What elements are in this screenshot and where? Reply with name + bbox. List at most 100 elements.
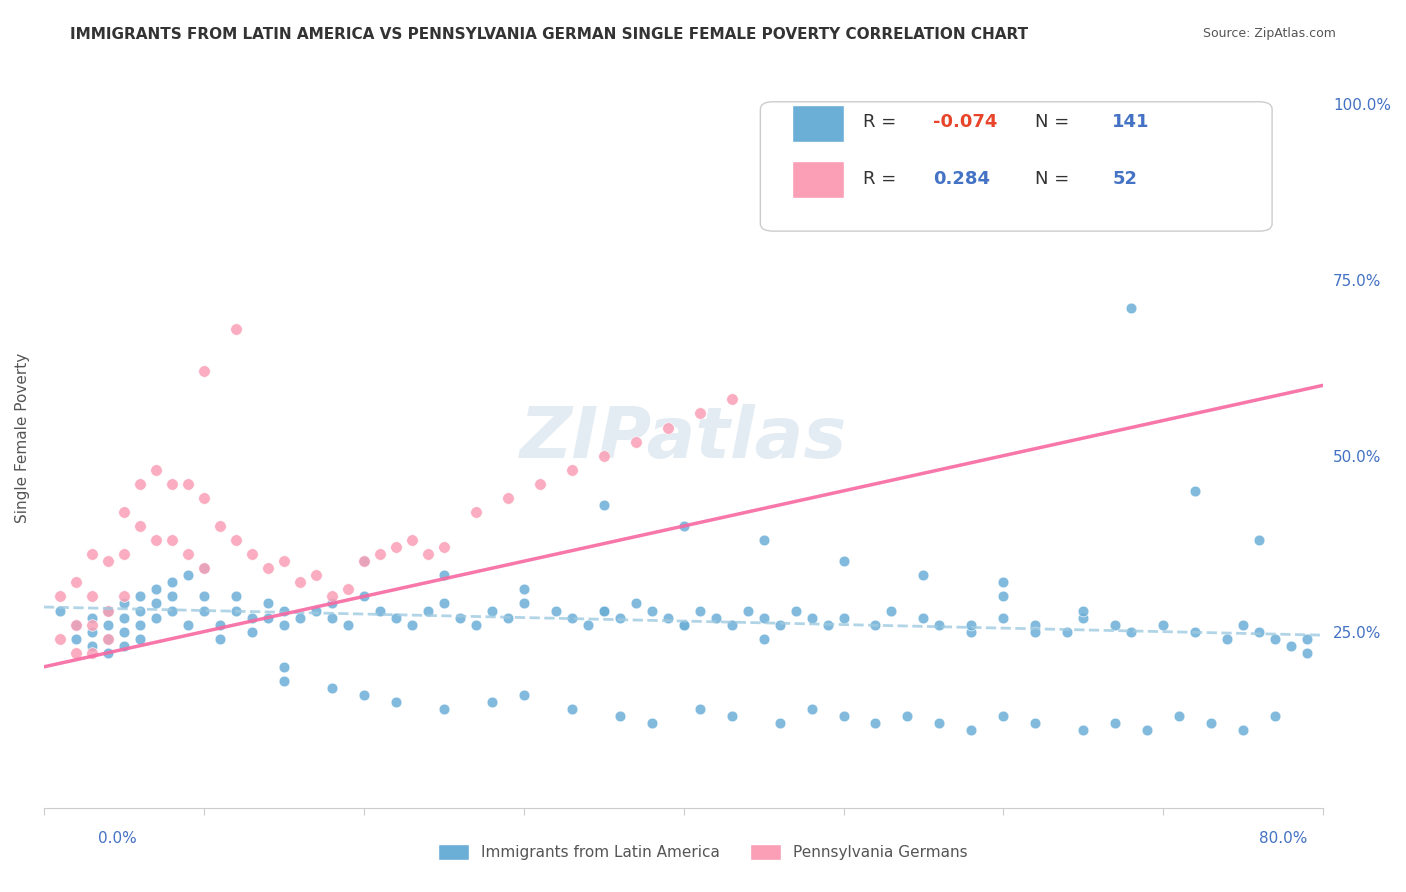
Point [97, 554, 120, 568]
Point [321, 597, 343, 611]
Point [321, 681, 343, 695]
Point [401, 533, 423, 548]
Point [1168, 709, 1191, 723]
Point [672, 617, 695, 632]
Point [768, 617, 790, 632]
Point [80, 624, 103, 639]
Point [1024, 617, 1046, 632]
Point [177, 476, 200, 491]
Point [464, 505, 486, 519]
Point [368, 603, 391, 617]
FancyBboxPatch shape [793, 105, 844, 143]
Text: 0.0%: 0.0% [98, 831, 138, 846]
Point [1104, 617, 1126, 632]
Point [832, 610, 855, 624]
Point [193, 561, 215, 575]
Point [800, 610, 823, 624]
Point [80, 610, 103, 624]
Point [145, 597, 167, 611]
Text: N =: N = [1035, 112, 1076, 131]
Point [912, 568, 935, 582]
Point [433, 702, 456, 716]
Point [353, 590, 375, 604]
Point [912, 610, 935, 624]
Point [384, 540, 406, 554]
Point [321, 590, 343, 604]
Point [288, 610, 311, 624]
Point [225, 590, 247, 604]
Point [97, 632, 120, 646]
Point [225, 603, 247, 617]
Point [832, 709, 855, 723]
Point [1184, 483, 1206, 498]
Point [768, 716, 790, 731]
Point [657, 420, 679, 434]
Point [240, 547, 263, 561]
Point [1264, 632, 1286, 646]
Point [960, 624, 983, 639]
Text: R =: R = [863, 112, 901, 131]
Point [993, 610, 1015, 624]
Point [160, 603, 183, 617]
Point [193, 364, 215, 378]
Point [368, 547, 391, 561]
Point [640, 716, 662, 731]
Point [1216, 632, 1239, 646]
Point [561, 610, 583, 624]
Point [256, 561, 278, 575]
Point [65, 617, 87, 632]
Point [1249, 533, 1271, 548]
Point [288, 575, 311, 590]
Point [752, 610, 775, 624]
Point [80, 617, 103, 632]
Point [1296, 632, 1319, 646]
Point [97, 632, 120, 646]
Point [80, 590, 103, 604]
Point [128, 603, 150, 617]
Point [49, 603, 72, 617]
Point [416, 547, 439, 561]
Point [576, 617, 599, 632]
Point [512, 688, 534, 702]
Point [624, 434, 647, 449]
Point [384, 610, 406, 624]
Point [65, 646, 87, 660]
Point [80, 547, 103, 561]
Point [672, 519, 695, 533]
Point [449, 610, 471, 624]
Point [384, 695, 406, 709]
Point [689, 702, 711, 716]
Text: 52: 52 [1112, 170, 1137, 188]
Point [112, 624, 135, 639]
Point [256, 610, 278, 624]
Point [273, 603, 295, 617]
Point [97, 646, 120, 660]
Point [225, 322, 247, 336]
Point [592, 603, 614, 617]
Point [177, 568, 200, 582]
Point [353, 688, 375, 702]
Point [273, 660, 295, 674]
Point [416, 603, 439, 617]
Point [960, 723, 983, 738]
Point [512, 597, 534, 611]
Point [65, 617, 87, 632]
Point [80, 639, 103, 653]
Point [240, 624, 263, 639]
FancyBboxPatch shape [761, 102, 1272, 231]
Point [177, 547, 200, 561]
Point [1264, 709, 1286, 723]
Point [128, 590, 150, 604]
Point [177, 617, 200, 632]
Point [1121, 118, 1143, 132]
Point [160, 575, 183, 590]
Point [145, 533, 167, 548]
Point [321, 610, 343, 624]
Point [720, 617, 742, 632]
Legend: Immigrants from Latin America, Pennsylvania Germans: Immigrants from Latin America, Pennsylva… [432, 838, 974, 866]
Point [208, 519, 231, 533]
Point [592, 449, 614, 463]
Point [145, 610, 167, 624]
Point [800, 702, 823, 716]
Point [160, 533, 183, 548]
